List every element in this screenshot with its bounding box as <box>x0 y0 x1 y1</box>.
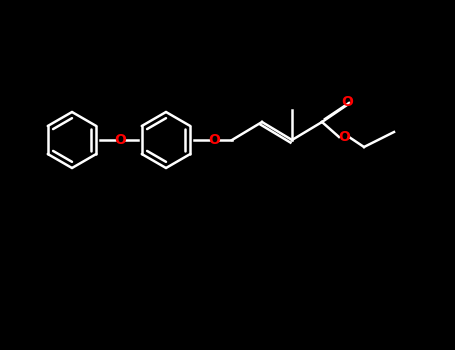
Text: O: O <box>208 133 220 147</box>
Text: O: O <box>341 95 353 109</box>
Text: O: O <box>114 133 126 147</box>
Text: O: O <box>338 130 350 144</box>
